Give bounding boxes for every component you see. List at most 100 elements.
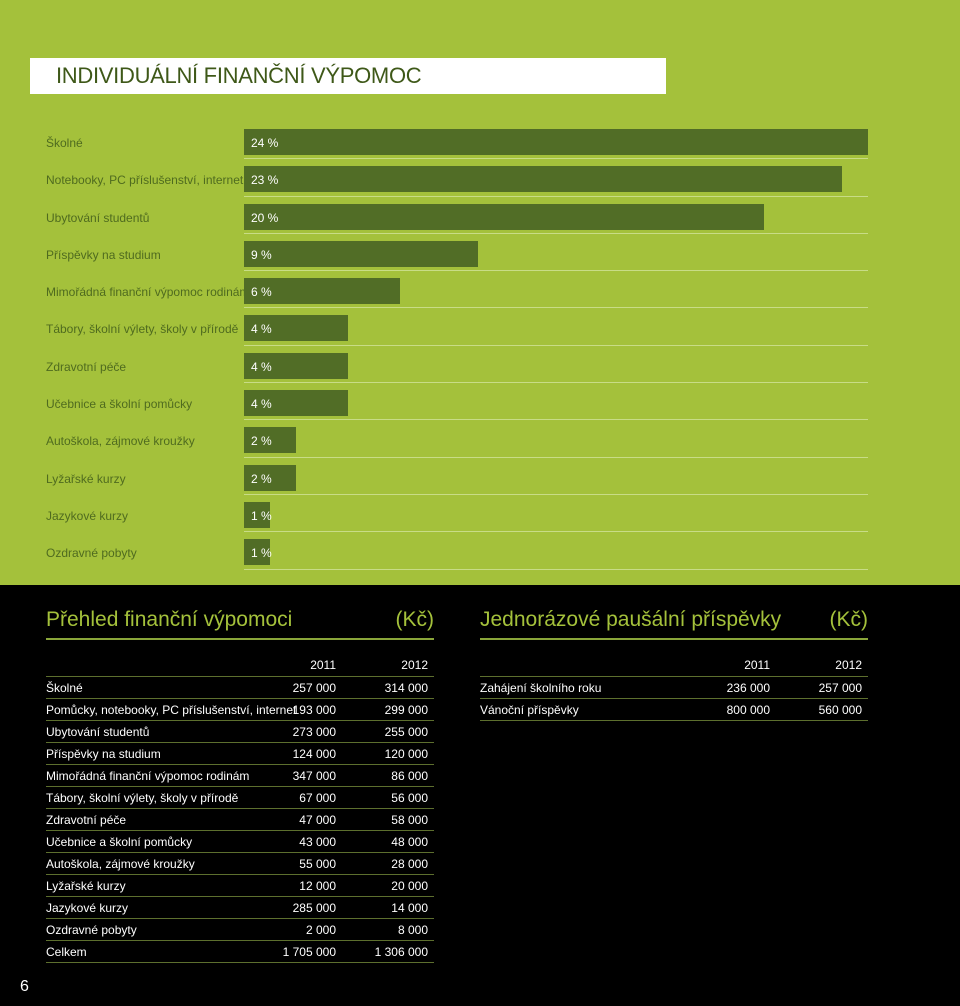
bar-category-label: Lyžařské kurzy — [46, 471, 126, 486]
bar-value-label: 23 % — [251, 173, 279, 188]
row-label: Tábory, školní výlety, školy v přírodě — [46, 791, 239, 805]
bar — [244, 240, 478, 267]
bar-category-label: Ubytování studentů — [46, 210, 150, 225]
bar-value-label: 4 % — [251, 322, 272, 337]
value-2011: 800 000 — [726, 703, 770, 717]
value-2012: 58 000 — [391, 813, 428, 827]
value-2011: 43 000 — [299, 835, 336, 849]
lump-sum-year-header: 2011 2012 — [480, 654, 868, 677]
value-2012: 314 000 — [384, 681, 428, 695]
value-2012: 48 000 — [391, 835, 428, 849]
bar-row: Ozdravné pobyty 1 % — [46, 536, 868, 573]
row-label: Ozdravné pobyty — [46, 923, 137, 937]
value-2012: 1 306 000 — [374, 945, 428, 959]
bar-value-label: 4 % — [251, 359, 272, 374]
lump-sum-year-2012: 2012 — [835, 658, 862, 672]
row-label: Pomůcky, notebooky, PC příslušenství, in… — [46, 703, 297, 717]
table-row: Mimořádná finanční výpomoc rodinám 347 00… — [46, 765, 434, 787]
bar-category-label: Notebooky, PC příslušenství, internet — [46, 173, 244, 188]
row-divider — [244, 195, 868, 197]
table-row: Ozdravné pobyty 2 000 8 000 — [46, 919, 434, 941]
bar — [244, 501, 270, 528]
bar — [244, 203, 764, 230]
row-divider — [244, 344, 868, 346]
bar — [244, 352, 348, 379]
value-2012: 8 000 — [397, 923, 428, 937]
overview-year-2011: 2011 — [310, 658, 336, 672]
bar — [244, 129, 868, 155]
row-divider — [244, 158, 868, 160]
bar-row: Příspěvky na studium 9 % — [46, 238, 868, 275]
bar-value-label: 2 % — [251, 471, 272, 486]
bar-row: Mimořádná finanční výpomoc rodinám 6 % — [46, 275, 868, 312]
bar-value-label: 1 % — [251, 508, 272, 523]
row-label: Ubytování studentů — [46, 725, 150, 739]
row-label: Učebnice a školní pomůcky — [46, 835, 193, 849]
bar-value-label: 6 % — [251, 285, 272, 300]
page-title: INDIVIDUÁLNÍ FINANČNÍ VÝPOMOC — [56, 63, 422, 88]
bar-value-label: 4 % — [251, 397, 272, 412]
title-box: INDIVIDUÁLNÍ FINANČNÍ VÝPOMOC — [30, 58, 666, 94]
bar — [244, 278, 400, 305]
value-2011: 236 000 — [726, 681, 770, 695]
row-label: Školné — [46, 681, 83, 695]
row-divider — [244, 531, 868, 533]
chart-section: INDIVIDUÁLNÍ FINANČNÍ VÝPOMOC Školné 24 %… — [0, 0, 960, 585]
bar-value-label: 24 % — [251, 136, 279, 150]
row-label: Příspěvky na studium — [46, 747, 161, 761]
lump-sum-table: Jednorázové paušální příspěvky (Kč) 2011… — [480, 608, 868, 721]
value-2012: 255 000 — [384, 725, 428, 739]
bar-row: Školné 24 % — [46, 126, 868, 163]
overview-year-header: 2011 2012 — [46, 654, 434, 677]
table-row: Lyžařské kurzy 12 000 20 000 — [46, 875, 434, 897]
overview-year-2012: 2012 — [401, 658, 428, 672]
lump-sum-title: Jednorázové paušální příspěvky — [480, 608, 782, 631]
overview-heading: Přehled finanční výpomoci (Kč) — [46, 608, 434, 640]
value-2011: 67 000 — [299, 791, 336, 805]
bar-row: Jazykové kurzy 1 % — [46, 499, 868, 536]
value-2012: 20 000 — [391, 879, 428, 893]
table-row: Ubytování studentů 273 000 255 000 — [46, 721, 434, 743]
value-2011: 273 000 — [292, 725, 336, 739]
bar-row: Lyžařské kurzy 2 % — [46, 462, 868, 499]
bar — [244, 166, 842, 193]
row-divider — [244, 382, 868, 384]
table-row: Pomůcky, notebooky, PC příslušenství, in… — [46, 699, 434, 721]
value-2011: 285 000 — [292, 901, 336, 915]
bar — [244, 315, 348, 342]
table-row: Jazykové kurzy 285 000 14 000 — [46, 897, 434, 919]
bar-category-label: Zdravotní péče — [46, 359, 127, 374]
value-2011: 124 000 — [292, 747, 336, 761]
table-row: Zdravotní péče 47 000 58 000 — [46, 809, 434, 831]
value-2012: 28 000 — [391, 857, 428, 871]
bar-row: Zdravotní péče 4 % — [46, 350, 868, 387]
table-row: Zahájení školního roku 236 000 257 000 — [480, 677, 868, 699]
lump-sum-rows: Zahájení školního roku 236 000 257 000 Váno… — [480, 677, 868, 721]
table-row: Příspěvky na studium 124 000 120 000 — [46, 743, 434, 765]
bar-row: Autoškola, zájmové kroužky 2 % — [46, 424, 868, 461]
row-divider — [244, 568, 868, 570]
bar-value-label: 9 % — [251, 247, 272, 262]
bar-category-label: Ozdravné pobyty — [46, 546, 137, 561]
value-2012: 14 000 — [391, 901, 428, 915]
overview-unit: (Kč) — [395, 608, 435, 631]
value-2012: 257 000 — [818, 681, 862, 695]
table-row: Tábory, školní výlety, školy v přírodě 67… — [46, 787, 434, 809]
bar-category-label: Mimořádná finanční výpomoc rodinám — [46, 285, 250, 300]
value-2012: 560 000 — [818, 703, 862, 717]
value-2011: 12 000 — [299, 879, 336, 893]
value-2011: 193 000 — [292, 703, 336, 717]
row-divider — [244, 307, 868, 309]
value-2011: 55 000 — [299, 857, 336, 871]
row-divider — [244, 493, 868, 495]
row-divider — [244, 419, 868, 421]
value-2012: 299 000 — [384, 703, 428, 717]
bar-value-label: 2 % — [251, 434, 272, 449]
value-2011: 2 000 — [305, 923, 336, 937]
value-2012: 120 000 — [384, 747, 428, 761]
bar — [244, 390, 348, 417]
bar-category-label: Školné — [46, 136, 83, 150]
row-divider — [244, 456, 868, 458]
value-2011: 1 705 000 — [282, 945, 336, 959]
value-2011: 47 000 — [299, 813, 336, 827]
